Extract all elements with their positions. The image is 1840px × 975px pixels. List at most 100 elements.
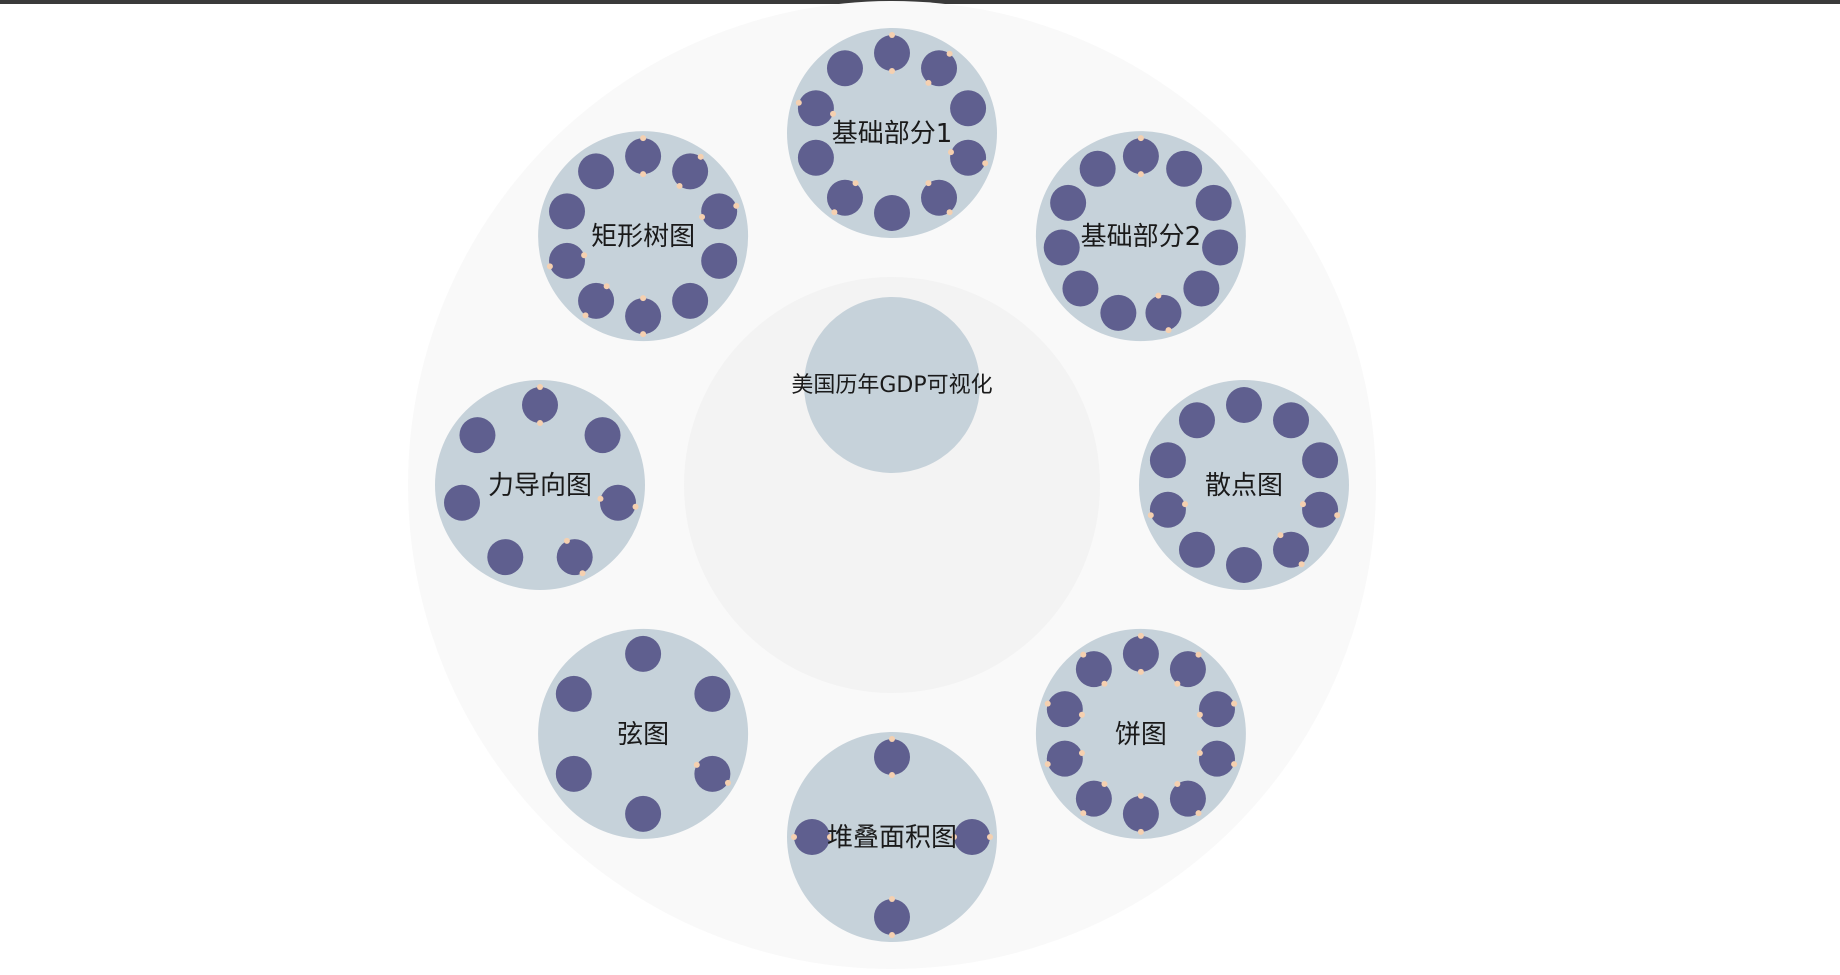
leaf-node[interactable] [487, 539, 524, 576]
leaf-node[interactable] [1273, 531, 1310, 568]
node-marker [632, 503, 639, 510]
node-marker [982, 160, 989, 167]
node-marker [640, 135, 647, 142]
leaf-node[interactable] [625, 795, 662, 832]
leaf-node[interactable] [625, 138, 662, 175]
leaf-node[interactable] [1075, 780, 1112, 817]
leaf-node[interactable] [1079, 150, 1116, 187]
leaf-node[interactable] [1198, 740, 1235, 777]
leaf-node[interactable] [954, 819, 990, 855]
leaf-node[interactable] [1198, 691, 1235, 728]
leaf-node[interactable] [1075, 651, 1112, 688]
leaf-node[interactable] [556, 539, 593, 576]
cluster-circle[interactable] [538, 628, 749, 839]
node-marker [947, 149, 954, 156]
leaf-node[interactable] [701, 242, 738, 279]
leaf-node[interactable] [797, 90, 834, 127]
leaf-node[interactable] [1046, 740, 1083, 777]
leaf-node[interactable] [1183, 270, 1220, 307]
leaf-node[interactable] [549, 242, 586, 279]
leaf-node[interactable] [1122, 795, 1159, 832]
node-marker [889, 772, 895, 778]
cluster-group: 堆叠面积图 [787, 732, 997, 942]
leaf-node[interactable] [599, 484, 636, 521]
leaf-node[interactable] [694, 675, 731, 712]
leaf-node[interactable] [874, 739, 910, 775]
node-marker [946, 50, 953, 57]
leaf-node[interactable] [1178, 531, 1215, 568]
leaf-node[interactable] [1302, 442, 1339, 479]
node-marker [676, 182, 683, 189]
leaf-node[interactable] [625, 635, 662, 672]
node-marker [640, 295, 647, 302]
leaf-node[interactable] [1062, 270, 1099, 307]
node-marker [563, 537, 570, 544]
leaf-node[interactable] [1302, 491, 1339, 528]
node-marker [1137, 135, 1144, 142]
leaf-node[interactable] [672, 153, 709, 190]
leaf-node[interactable] [578, 153, 615, 190]
leaf-node[interactable] [921, 179, 958, 216]
leaf-node[interactable] [694, 755, 731, 792]
leaf-node[interactable] [826, 50, 863, 87]
node-marker [1195, 810, 1202, 817]
leaf-node[interactable] [921, 50, 958, 87]
leaf-node[interactable] [797, 139, 834, 176]
leaf-node[interactable] [1149, 491, 1186, 528]
leaf-node[interactable] [1149, 442, 1186, 479]
leaf-node[interactable] [459, 417, 496, 454]
leaf-node[interactable] [950, 90, 987, 127]
leaf-node[interactable] [555, 675, 592, 712]
leaf-node[interactable] [522, 387, 558, 423]
inner-ring [684, 277, 1100, 693]
leaf-node[interactable] [1226, 387, 1262, 423]
leaf-node[interactable] [826, 179, 863, 216]
node-marker [852, 180, 859, 187]
node-marker [1334, 512, 1341, 519]
center-node[interactable] [804, 297, 980, 473]
node-marker [830, 110, 837, 117]
leaf-node[interactable] [672, 282, 709, 319]
node-marker [1137, 171, 1144, 178]
leaf-node[interactable] [1273, 402, 1310, 439]
leaf-node[interactable] [1050, 184, 1087, 221]
leaf-node[interactable] [1166, 150, 1203, 187]
leaf-node[interactable] [1145, 294, 1182, 331]
node-marker [1078, 711, 1085, 718]
node-marker [1137, 668, 1144, 675]
leaf-node[interactable] [1100, 294, 1137, 331]
leaf-node[interactable] [578, 282, 615, 319]
leaf-node[interactable] [1169, 780, 1206, 817]
leaf-node[interactable] [1169, 651, 1206, 688]
leaf-node[interactable] [1043, 229, 1080, 266]
leaf-node[interactable] [874, 899, 910, 935]
leaf-node[interactable] [1202, 229, 1239, 266]
leaf-node[interactable] [1046, 691, 1083, 728]
node-marker [640, 331, 647, 338]
node-marker [546, 263, 553, 270]
leaf-node[interactable] [549, 193, 586, 230]
leaf-node[interactable] [950, 139, 987, 176]
leaf-node[interactable] [1178, 402, 1215, 439]
cluster-circle[interactable] [787, 732, 997, 942]
leaf-node[interactable] [794, 819, 830, 855]
leaf-node[interactable] [584, 417, 621, 454]
leaf-node[interactable] [874, 35, 910, 71]
node-marker [1044, 761, 1051, 768]
leaf-node[interactable] [1122, 635, 1159, 672]
leaf-node[interactable] [1195, 184, 1232, 221]
center-label: 美国历年GDP可视化 [791, 373, 992, 398]
leaf-node[interactable] [555, 755, 592, 792]
leaf-node[interactable] [625, 298, 662, 335]
node-marker [1196, 711, 1203, 718]
node-marker [831, 209, 838, 216]
leaf-node[interactable] [1226, 547, 1262, 583]
leaf-node[interactable] [444, 484, 481, 521]
node-marker [827, 834, 833, 840]
leaf-node[interactable] [1122, 138, 1159, 175]
leaf-node[interactable] [701, 193, 738, 230]
node-marker [1155, 292, 1162, 299]
leaf-node[interactable] [874, 195, 910, 231]
node-marker [699, 213, 706, 220]
